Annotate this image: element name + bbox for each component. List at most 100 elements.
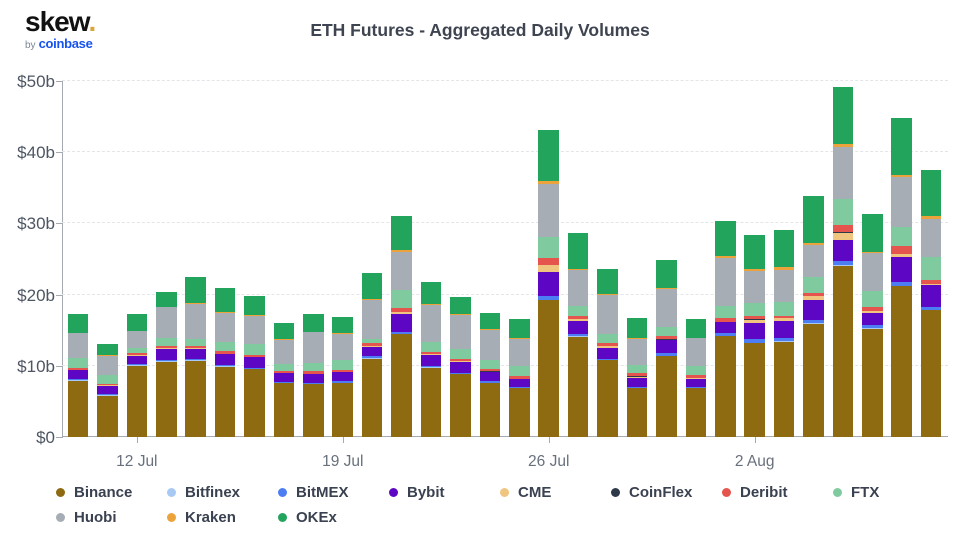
bar-segment-huobi[interactable] — [773, 269, 795, 302]
bar-segment-cme[interactable] — [450, 361, 471, 362]
bar-segment-binance[interactable] — [126, 365, 148, 437]
bar-segment-huobi[interactable] — [685, 338, 707, 366]
bar-segment-huobi[interactable] — [303, 332, 324, 363]
bar-22-jul[interactable] — [420, 282, 442, 437]
bar-segment-ftx[interactable] — [332, 359, 354, 370]
bar-segment-binance[interactable] — [185, 360, 206, 437]
bar-segment-kraken[interactable] — [685, 337, 707, 339]
bar-segment-ftx[interactable] — [155, 338, 177, 347]
bar-segment-deribit[interactable] — [626, 372, 648, 377]
bar-segment-binance[interactable] — [391, 334, 412, 437]
bar-segment-bybit[interactable] — [832, 239, 854, 262]
bar-segment-binance[interactable] — [97, 395, 118, 437]
bar-segment-cme[interactable] — [391, 311, 412, 314]
legend-item-huobi[interactable]: Huobi — [56, 506, 167, 528]
bar-segment-okex[interactable] — [538, 129, 559, 182]
bar-segment-binance[interactable] — [509, 388, 530, 437]
bar-segment-huobi[interactable] — [97, 356, 118, 376]
bar-7-aug[interactable] — [891, 118, 913, 437]
bar-segment-huobi[interactable] — [862, 253, 883, 292]
bar-segment-binance[interactable] — [244, 369, 265, 437]
bar-segment-bitmex[interactable] — [891, 282, 913, 286]
bar-segment-kraken[interactable] — [155, 306, 177, 308]
bar-segment-okex[interactable] — [185, 277, 206, 304]
bar-segment-bitmex[interactable] — [67, 379, 89, 381]
bar-segment-cme[interactable] — [832, 232, 854, 240]
bar-segment-bybit[interactable] — [361, 346, 383, 357]
bar-segment-binance[interactable] — [685, 388, 707, 437]
bar-segment-ftx[interactable] — [597, 334, 618, 343]
bar-segment-bitmex[interactable] — [185, 358, 206, 361]
bar-segment-cme[interactable] — [567, 319, 589, 321]
bar-segment-kraken[interactable] — [420, 303, 442, 305]
bar-4-aug[interactable] — [803, 196, 824, 437]
bar-segment-cme[interactable] — [656, 339, 677, 341]
bar-segment-bitmex[interactable] — [391, 331, 412, 335]
bar-segment-okex[interactable] — [803, 196, 824, 243]
bar-segment-huobi[interactable] — [361, 300, 383, 339]
bar-segment-okex[interactable] — [214, 288, 236, 313]
bar-segment-huobi[interactable] — [479, 330, 501, 361]
bar-segment-cme[interactable] — [538, 265, 559, 273]
bar-segment-okex[interactable] — [832, 87, 854, 145]
bar-segment-okex[interactable] — [479, 312, 501, 330]
bar-segment-bitmex[interactable] — [714, 333, 736, 336]
bar-segment-bybit[interactable] — [538, 272, 559, 296]
bar-segment-okex[interactable] — [656, 260, 677, 289]
bar-15-jul[interactable] — [214, 288, 236, 437]
bar-segment-bybit[interactable] — [185, 348, 206, 359]
bar-segment-deribit[interactable] — [714, 318, 736, 322]
bar-segment-binance[interactable] — [420, 367, 442, 437]
bar-segment-bitmex[interactable] — [538, 295, 559, 300]
bar-segment-bitmex[interactable] — [332, 381, 354, 383]
bar-segment-deribit[interactable] — [420, 351, 442, 355]
bar-segment-deribit[interactable] — [67, 367, 89, 370]
bar-segment-deribit[interactable] — [391, 308, 412, 312]
bar-segment-cme[interactable] — [744, 319, 765, 323]
bar-segment-kraken[interactable] — [891, 174, 913, 178]
bar-segment-bybit[interactable] — [479, 371, 501, 382]
bar-segment-kraken[interactable] — [656, 288, 677, 289]
bar-6-aug[interactable] — [862, 214, 883, 437]
bar-segment-ftx[interactable] — [626, 365, 648, 373]
bar-segment-cme[interactable] — [361, 346, 383, 347]
bar-segment-okex[interactable] — [450, 296, 471, 315]
bar-segment-bitmex[interactable] — [803, 319, 824, 324]
bar-segment-kraken[interactable] — [920, 216, 942, 219]
bar-segment-bitmex[interactable] — [420, 365, 442, 368]
bar-segment-huobi[interactable] — [714, 257, 736, 307]
bar-segment-okex[interactable] — [332, 316, 354, 334]
bar-segment-bitmex[interactable] — [361, 356, 383, 359]
bar-segment-bybit[interactable] — [67, 370, 89, 379]
bar-14-jul[interactable] — [185, 277, 206, 437]
bar-segment-ftx[interactable] — [920, 256, 942, 280]
bar-segment-deribit[interactable] — [126, 353, 148, 356]
bar-segment-kraken[interactable] — [126, 330, 148, 332]
bar-segment-kraken[interactable] — [332, 333, 354, 335]
bar-segment-bybit[interactable] — [626, 377, 648, 387]
bar-segment-binance[interactable] — [773, 341, 795, 437]
bar-segment-binance[interactable] — [862, 328, 883, 437]
bar-segment-deribit[interactable] — [185, 346, 206, 349]
bar-segment-bybit[interactable] — [155, 348, 177, 360]
bar-segment-okex[interactable] — [509, 319, 530, 338]
bar-segment-bybit[interactable] — [803, 300, 824, 320]
bar-segment-ftx[interactable] — [832, 198, 854, 225]
bar-segment-huobi[interactable] — [832, 147, 854, 199]
bar-29-jul[interactable] — [626, 318, 648, 437]
bar-segment-ftx[interactable] — [862, 291, 883, 308]
bar-segment-huobi[interactable] — [509, 338, 530, 367]
bar-segment-kraken[interactable] — [714, 255, 736, 258]
bar-segment-bitmex[interactable] — [273, 381, 295, 383]
bar-3-aug[interactable] — [773, 229, 795, 437]
bar-segment-okex[interactable] — [361, 272, 383, 300]
bar-segment-ftx[interactable] — [479, 360, 501, 370]
bar-segment-cme[interactable] — [920, 284, 942, 286]
legend-item-binance[interactable]: Binance — [56, 481, 167, 503]
bar-segment-cme[interactable] — [420, 354, 442, 356]
bar-segment-kraken[interactable] — [773, 267, 795, 270]
bar-segment-huobi[interactable] — [126, 331, 148, 349]
bar-segment-kraken[interactable] — [803, 242, 824, 246]
bar-segment-ftx[interactable] — [538, 237, 559, 258]
bar-segment-ftx[interactable] — [891, 227, 913, 247]
